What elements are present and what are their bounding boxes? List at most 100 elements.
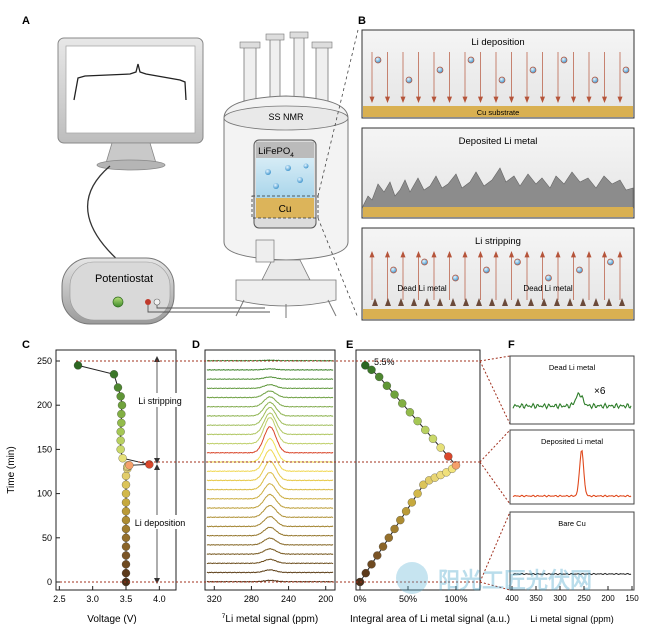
d-spectrum-trace — [206, 569, 334, 574]
d-spectrum-trace — [206, 515, 334, 528]
dead-li-fragment — [476, 298, 482, 306]
e-data-point — [373, 551, 382, 560]
d-spectrum-trace — [206, 460, 334, 482]
substrate-label: Cu substrate — [477, 108, 520, 117]
f-dead-title: Dead Li metal — [549, 363, 596, 372]
c-data-point — [117, 418, 126, 428]
c-data-point — [73, 361, 83, 370]
f-xtick-label: 200 — [601, 594, 615, 603]
d-xlabel: 7Li metal signal (ppm) — [222, 613, 318, 625]
d-spectrum-trace — [206, 412, 334, 436]
dead-li-fragment — [554, 298, 560, 306]
panel-label-a: A — [22, 15, 30, 27]
dead-li-fragment — [619, 298, 625, 306]
arrow-head — [539, 251, 546, 258]
potentiostat: Potentiostat — [61, 257, 175, 325]
e-data-point — [390, 524, 399, 534]
arrow-head — [369, 251, 375, 258]
stripping-panel: Li stripping Dead Li metal Dead Li metal — [361, 227, 635, 321]
f-xtick-label: 350 — [529, 594, 543, 603]
d-spectrum-trace — [206, 526, 334, 537]
d-spectrum-trace — [206, 558, 334, 565]
f-deposited-box: Deposited Li metal — [509, 429, 635, 505]
arrow-head — [369, 96, 375, 103]
watermark-text: 阳光工匠光伏网 — [438, 568, 592, 594]
f-xtick-label: 400 — [505, 594, 519, 603]
c-ytick-label: 50 — [42, 533, 52, 543]
e-points — [355, 361, 461, 587]
d-spectrum-trace — [206, 504, 334, 519]
c-data-point — [116, 427, 125, 436]
d-spectrum-trace — [206, 406, 334, 427]
dead-li-fragment — [489, 298, 495, 306]
computer-monitor — [57, 37, 204, 171]
c-data-point — [113, 383, 123, 392]
arrow-head — [477, 96, 484, 103]
li-ion — [545, 274, 552, 282]
li-ion — [421, 258, 428, 266]
arrow-head — [493, 251, 499, 258]
e-data-point — [390, 390, 399, 399]
dead-li-fragments — [372, 298, 625, 306]
ion-arrows-down — [369, 52, 630, 103]
arrow-head — [493, 96, 499, 103]
c-data-point — [116, 392, 125, 401]
c-data-point — [117, 401, 127, 410]
dead-li-label-1: Dead Li metal — [397, 284, 447, 293]
nmr-spectra-stack: 320 280 240 200 — [204, 349, 336, 604]
arrow-head — [586, 251, 592, 258]
c-xtick-label: 4.0 — [153, 594, 166, 604]
c-ytick-label: 200 — [37, 400, 52, 410]
dead-li-fragment — [580, 298, 586, 306]
c-yticks: 0 50 100 150 200 250 — [37, 356, 60, 587]
d-spectrum-trace — [206, 390, 334, 399]
power-button-icon — [112, 296, 124, 308]
li-ion — [514, 258, 521, 266]
li-ion — [452, 274, 459, 282]
deposition-panel: Li deposition Cu substrate — [361, 29, 635, 119]
e-data-point — [428, 434, 438, 443]
lithium-dendrites — [362, 167, 634, 209]
d-spectrum-trace — [206, 449, 334, 473]
f-dead-trace — [512, 391, 632, 410]
f-deposited-title: Deposited Li metal — [541, 437, 603, 446]
instrument-label: SS NMR — [268, 112, 304, 122]
arrow-head — [570, 96, 577, 103]
potentiostat-label: Potentiostat — [95, 273, 153, 285]
connector-red-icon — [145, 299, 151, 305]
c-xticks: 2.5 3.0 3.5 4.0 — [53, 586, 166, 604]
stripping-label: Li stripping — [138, 396, 182, 406]
d-spectrum-trace — [206, 401, 334, 417]
c-data-point — [121, 569, 131, 578]
li-ion — [576, 266, 583, 274]
f-deposited-trace — [512, 449, 632, 498]
dead-li-fragment — [424, 298, 430, 306]
li-ion — [374, 56, 382, 64]
e-data-point — [398, 399, 407, 408]
e-data-point — [367, 560, 376, 569]
e-xticks: 0% 50% 100% — [353, 586, 468, 604]
arrow-head — [462, 96, 468, 103]
c-data-point — [121, 498, 131, 507]
e-data-point — [361, 569, 370, 578]
arrow-head — [446, 96, 453, 103]
dead-li-fragment — [515, 298, 521, 306]
arrow-head — [446, 251, 453, 258]
d-spectrum-trace — [206, 368, 334, 371]
dead-li-fragment — [541, 298, 547, 306]
cable — [86, 165, 121, 263]
arrow-head — [384, 96, 391, 103]
c-ylabel: Time (min) — [6, 446, 17, 493]
e-data-point — [401, 507, 411, 516]
dead-li-fragment — [593, 298, 599, 306]
c-xtick-label: 2.5 — [53, 594, 66, 604]
li-ion — [405, 76, 413, 84]
li-ion — [591, 76, 599, 84]
c-data-point — [121, 489, 131, 498]
c-ytick-label: 250 — [37, 356, 52, 366]
arrow-head — [617, 251, 623, 258]
d-spectrum-trace — [206, 548, 334, 555]
arrow-head — [570, 251, 577, 258]
arrow-head — [384, 251, 391, 258]
e-data-point — [375, 372, 384, 382]
